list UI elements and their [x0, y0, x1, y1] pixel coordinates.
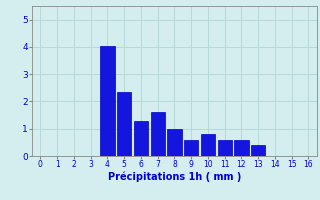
X-axis label: Précipitations 1h ( mm ): Précipitations 1h ( mm ) — [108, 172, 241, 182]
Bar — [117, 92, 131, 156]
Bar — [234, 140, 249, 156]
Bar — [184, 140, 198, 156]
Bar — [134, 121, 148, 156]
Bar — [201, 134, 215, 156]
Bar — [150, 112, 165, 156]
Bar — [218, 140, 232, 156]
Bar — [100, 46, 115, 156]
Bar — [251, 145, 265, 156]
Bar — [167, 129, 181, 156]
